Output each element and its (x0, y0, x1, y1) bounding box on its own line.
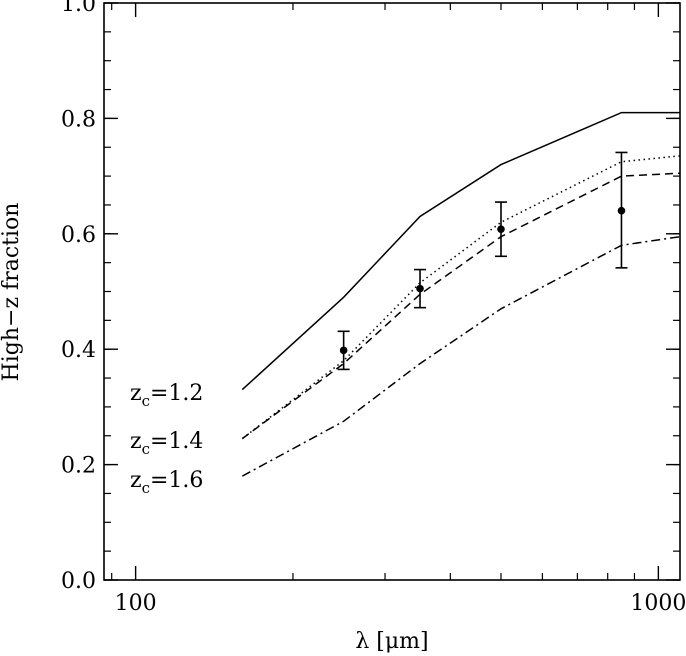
data-point (339, 346, 348, 355)
plot-frame (103, 2, 681, 581)
annotation-zc-1-4: zc=1.4 (130, 429, 203, 458)
y-tick-label: 0.0 (61, 569, 96, 594)
y-axis-label: High−z fraction (0, 203, 24, 382)
annotation-zc-1-6: zc=1.6 (130, 468, 203, 497)
y-tick-label: 1.0 (61, 0, 96, 17)
annotation-zc-1-2: zc=1.2 (130, 381, 203, 410)
y-tick-label: 0.4 (61, 338, 96, 363)
x-tick-label: 100 (115, 591, 157, 616)
data-point (617, 206, 626, 215)
data-point (416, 284, 424, 293)
data-points (337, 151, 628, 371)
series-line-dotted (241, 155, 681, 440)
series-line-dashdot (241, 235, 681, 477)
series-line-solid (241, 111, 680, 391)
y-tick-label: 0.8 (61, 107, 96, 132)
data-point (497, 225, 505, 233)
x-tick-label: 1000 (630, 591, 686, 616)
axis-ticks (104, 2, 680, 581)
y-tick-label: 0.6 (61, 223, 96, 248)
y-tick-label: 0.2 (61, 454, 96, 479)
series-lines (241, 111, 681, 477)
x-axis-label: λ [μm] (355, 629, 428, 654)
tick-labels: 0.0 0.2 0.4 0.6 0.8 1.0 100 1000 (61, 0, 686, 616)
series-line-dashed (241, 172, 681, 440)
